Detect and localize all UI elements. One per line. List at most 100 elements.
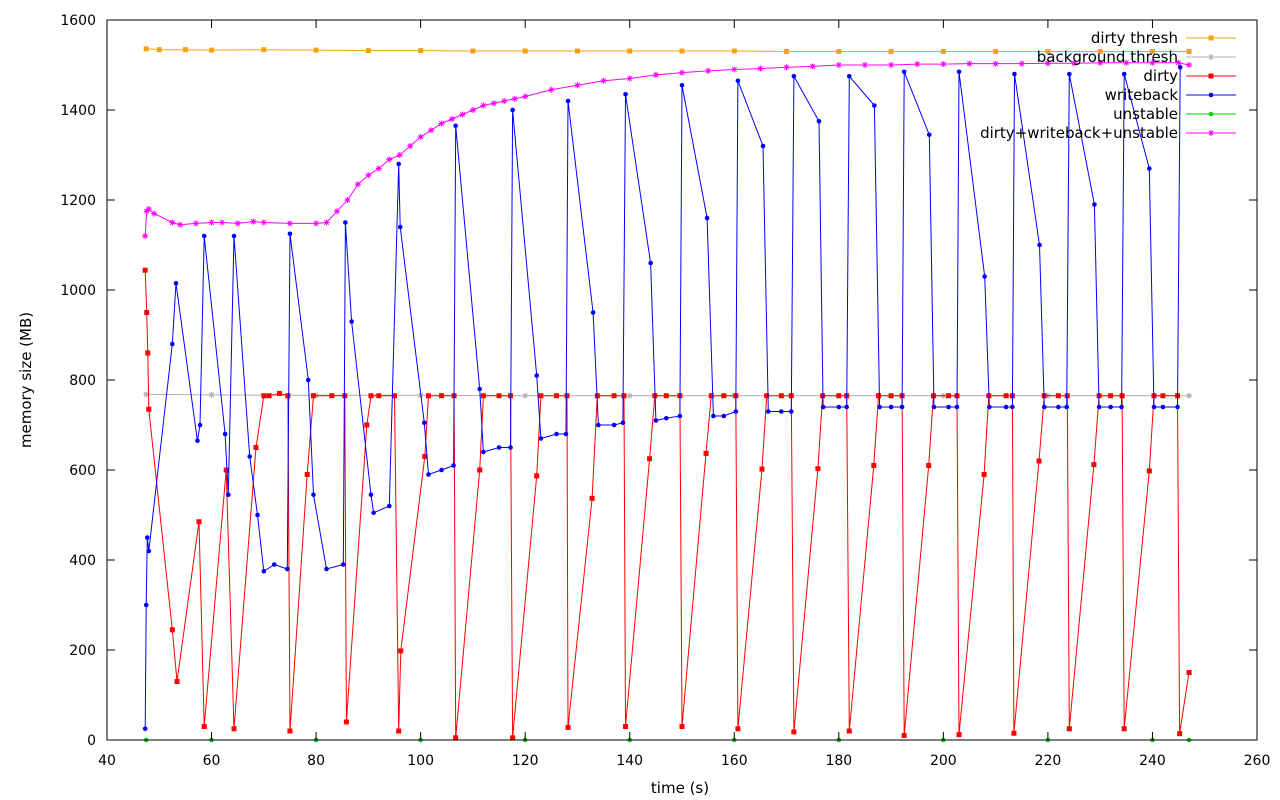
data-point-dirty [534,473,540,479]
data-point-dirty [342,393,348,399]
data-point-writeback [565,98,571,104]
data-point-writeback [144,535,150,540]
data-point-writeback [451,463,456,468]
data-point-dirty [422,454,428,459]
data-point-dirty [1160,393,1166,399]
data-point-dirty [708,393,714,399]
data-point-dirty-writeback-unstable [334,208,340,215]
data-point-writeback [888,404,894,410]
data-point-dirty-thresh [993,49,999,54]
data-point-dirty [1186,670,1192,675]
data-point-dirty-thresh [1097,49,1103,54]
data-point-dirty-writeback-unstable [313,220,320,227]
data-point-dirty-writeback-unstable [861,62,868,68]
data-point-dirty-thresh [888,49,894,54]
data-point-dirty-writeback-unstable [428,127,435,134]
data-point-writeback [197,422,203,428]
data-point-dirty-writeback-unstable [501,98,508,104]
data-point-dirty-writeback-unstable [1186,62,1193,68]
legend-marker-writeback [1208,92,1214,98]
x-tick-label: 100 [407,753,434,769]
data-point-writeback [1067,71,1072,77]
data-point-writeback [222,431,228,437]
data-point-writeback [426,472,431,477]
data-point-writeback [760,143,766,149]
data-point-writeback [926,132,932,138]
data-point-writeback [231,233,237,239]
data-point-writeback [611,422,617,428]
data-point-writeback [261,568,267,574]
data-point-dirty [480,393,486,399]
data-point-dirty-writeback-unstable [992,60,999,67]
data-point-dirty-writeback-unstable [449,116,455,122]
data-point-dirty [1108,393,1114,399]
axes-layer: 40 60 80 100 120 140 160 180 200 220 240 260 0 200 400… [60,13,1270,769]
y-tick-label: 800 [69,373,96,389]
data-point-dirty [146,406,152,412]
data-point-dirty [144,310,150,315]
data-point-writeback [1175,404,1180,410]
data-point-dirty [846,728,852,734]
data-point-dirty-writeback-unstable [809,63,816,70]
data-point-writeback [477,386,483,392]
data-point-writeback [733,409,739,414]
data-point-writeback [899,404,905,410]
data-point-dirty [621,393,627,399]
data-point-dirty [398,648,404,654]
data-point-dirty [564,393,570,399]
data-point-writeback [1056,404,1061,410]
series-line-dirty [144,270,1190,738]
data-point-dirty [343,719,349,725]
data-point-dirty [1066,726,1072,732]
data-point-writeback [620,420,626,426]
legend-marker-dirty [1208,73,1214,79]
data-point-writeback [653,418,659,423]
data-point-dirty-writeback-unstable [417,134,424,140]
data-point-writeback [721,413,727,419]
data-point-dirty-writeback-unstable [250,218,257,225]
data-point-writeback [1010,404,1015,410]
data-point-writeback [1151,404,1157,410]
data-point-writeback [201,233,207,239]
y-tick-label: 1000 [60,283,96,299]
series-line-dirty-writeback-unstable [144,62,1190,237]
data-point-dirty-thresh [836,49,842,54]
data-point-writeback [496,445,502,450]
data-point-dirty-writeback-unstable [1018,60,1025,67]
data-point-dirty-writeback-unstable [286,220,293,227]
series-writeback [142,64,1183,732]
data-point-background-thresh [522,392,529,399]
data-point-dirty-writeback-unstable [1123,59,1130,66]
data-point-writeback [791,73,797,79]
data-point-writeback [453,123,458,129]
data-point-dirty [554,393,560,399]
data-point-writeback [901,69,907,75]
data-point-dirty [679,724,685,729]
data-point-writeback [820,404,826,410]
data-point-dirty-writeback-unstable [169,219,176,226]
data-point-writeback [1012,71,1017,77]
data-point-dirty-writeback-unstable [469,107,476,113]
data-point-dirty [196,519,202,525]
data-point-writeback [679,82,685,88]
data-point-dirty-writeback-unstable [1044,60,1051,67]
data-point-writeback [836,404,842,410]
y-tick-label: 1400 [60,103,96,119]
data-point-dirty [145,350,151,356]
data-point-dirty [329,393,335,399]
data-point-dirty [759,466,765,472]
legend-label-dirty: dirty [1143,67,1178,85]
data-point-dirty-writeback-unstable [192,220,199,227]
data-point-writeback [711,413,716,419]
data-point-writeback [510,107,515,113]
data-point-writeback [931,404,937,410]
data-point-writeback [143,602,149,608]
data-point-dirty [376,393,382,399]
data-point-writeback [397,224,403,230]
data-point-dirty-writeback-unstable [966,60,973,67]
data-point-dirty [261,393,267,399]
data-point-dirty-writeback-unstable [323,219,330,226]
data-point-dirty [647,456,653,462]
data-point-dirty-writeback-unstable [396,152,403,158]
legend-label-dirty-thresh: dirty thresh [1091,29,1178,47]
